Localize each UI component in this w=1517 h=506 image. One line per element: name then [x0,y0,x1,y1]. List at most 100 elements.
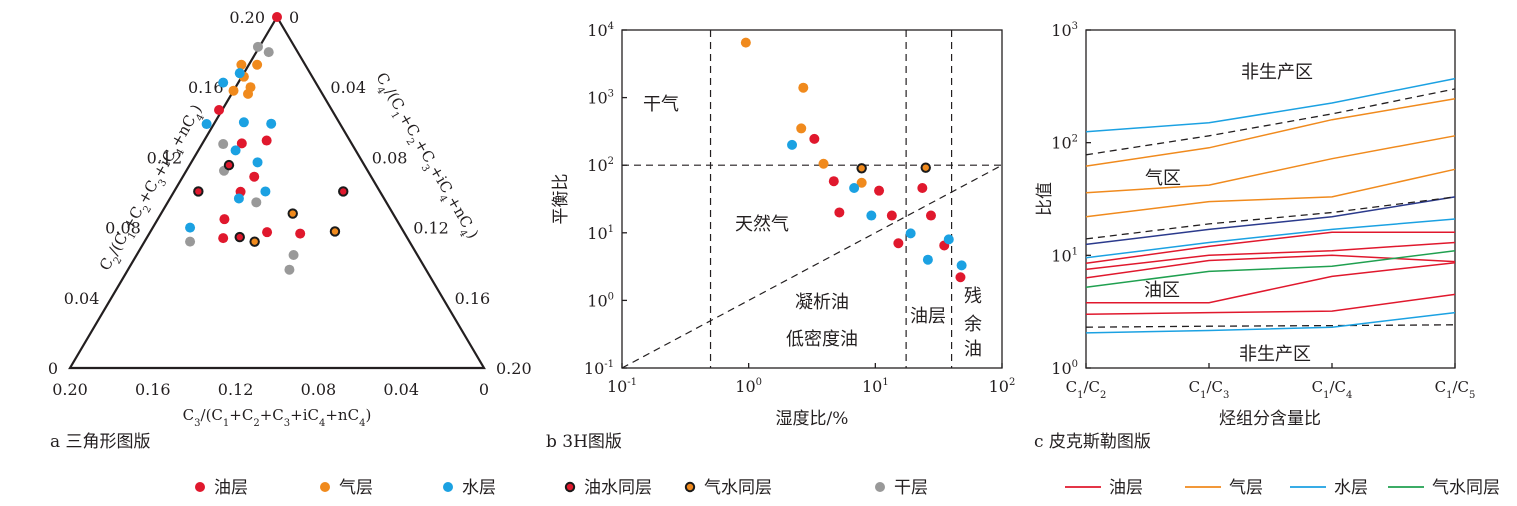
3h-point-dot [893,238,904,249]
ternary-point-dot [262,227,273,238]
ternary-point-core [236,233,243,241]
tick-sub: 1 [1077,390,1083,401]
ternary-point-dot [218,139,229,150]
3h-y-tick-label: 10-1 [584,359,614,378]
3h-y-tick-label-exp: 1 [608,224,614,235]
3h-region-label: 天然气 [735,214,789,235]
3h-point-dot [818,158,829,169]
3h-y-tick-label: 104 [587,21,614,40]
legend-marker-symbol-core [566,483,574,491]
3h-point [943,234,954,245]
3h-point [893,238,904,249]
tick-sub: 4 [1346,390,1352,401]
ternary-triangle [68,14,486,370]
ternary-right-tick: 0.20 [496,359,532,378]
pixler-line-oil [1085,241,1456,271]
legend-line-label: 油层 [1109,478,1143,498]
ternary-bottom-tick: 0.08 [301,380,337,399]
legend-marker-item: 水层 [443,478,496,498]
3h-point-dot [787,139,798,150]
ternary-point-core [340,188,347,195]
ternary-left-tick: 0.08 [105,219,141,238]
3h-y-tick-label-base: 10 [587,224,607,243]
3h-y-tick-label: 101 [587,224,614,243]
ternary-bottom-axis-label: C3/(C1+C2+C3+iC4+nC4) [183,406,372,429]
ternary-left-tick: 0.16 [188,78,224,97]
tick-sub: 1 [1446,390,1452,401]
3h-point-dot [828,176,839,187]
ternary-point-dot [249,171,260,182]
ternary-point [236,138,247,149]
legend-marker-symbol-core [686,483,694,491]
3h-point [828,176,839,187]
ternary-left-tick: 0.12 [147,148,183,167]
legend-marker-label: 水层 [462,478,496,498]
ternary-bottom-tick: 0.16 [135,380,171,399]
3h-point-dot [886,210,897,221]
3h-x-tick-label-exp: 1 [882,377,888,388]
pixler-line-gas [1085,135,1456,194]
3h-y-tick-label-exp: 4 [608,21,614,32]
3h-point-dot [740,37,751,48]
pixler-y-tick-label-base: 10 [1051,246,1071,265]
pixler-region-label: 气区 [1145,168,1181,189]
ternary-point-dot [261,135,272,146]
ternary-point [218,233,229,244]
ternary-bottom-tick: 0 [479,380,489,399]
ternary-point [252,59,263,70]
3h-point-dot [866,210,877,221]
ternary-point [185,222,196,233]
ternary-tick-labels: 0.20 0.16 0.12 0.08 0.04 0 0 0.04 0.08 0.12 0.16 0.… [48,8,532,399]
ternary-point [230,145,241,156]
ternary-bottom-tick: 0.04 [383,380,419,399]
tick-sub: 3 [1223,390,1229,401]
3h-point-dot [943,234,954,245]
marker-legend: 油层 气层 水层 油水同层 气水同层 干层 [195,478,928,498]
3h-point-dot [956,260,967,271]
ternary-point [338,186,349,197]
3h-point [818,158,829,169]
3h-x-tick-label: 101 [862,377,889,396]
pixler-x-axis-label: 烃组分含量比 [1219,409,1321,429]
ternary-right-tick: 0.08 [372,148,408,167]
ternary-bottom-tick: 0.12 [218,380,254,399]
pixler-y-tick-label-base: 10 [1051,21,1071,40]
ternary-point-dot [218,233,229,244]
3h-point [922,254,933,265]
3h-point [849,182,860,193]
legend-line-item: 气层 [1185,478,1263,498]
3h-y-tick-label-base: 10 [587,291,607,310]
pixler-y-tick-label-base: 10 [1051,134,1071,153]
legend-line-label: 气水同层 [1432,478,1500,498]
legend-line-item: 水层 [1290,478,1368,498]
ternary-point [201,119,212,130]
legend-marker-symbol [684,481,696,493]
ternary-point [329,226,341,237]
3h-point [956,260,967,271]
ternary-right-tick: 0.04 [330,78,366,97]
legend-marker-label: 油水同层 [584,478,652,498]
3h-point-dot [925,210,936,221]
panel-c-subtitle: c 皮克斯勒图版 [1034,432,1151,452]
3h-y-tick-label: 100 [587,291,614,310]
3h-point [920,162,931,173]
3h-point [834,207,845,218]
ternary-point [228,85,239,96]
ternary-right-tick: 0 [289,8,299,27]
pixler-region-label: 非生产区 [1239,344,1311,365]
3h-y-tick-label-exp: -1 [604,359,614,370]
3h-x-tick-label-base: 10 [735,377,755,396]
3h-point [917,182,928,193]
3h-x-tick-label: 10-1 [607,377,637,396]
ternary-point [219,214,230,225]
ternary-point-dot [266,118,277,129]
pixler-y-tick-label: 102 [1051,134,1078,153]
ternary-point [249,236,260,247]
ternary-point-dot [219,214,230,225]
tick-part: /C [1452,378,1469,396]
tick-part: C [1066,378,1077,396]
ternary-point-dot [260,186,271,197]
legend-marker-symbol-dot [875,482,885,492]
